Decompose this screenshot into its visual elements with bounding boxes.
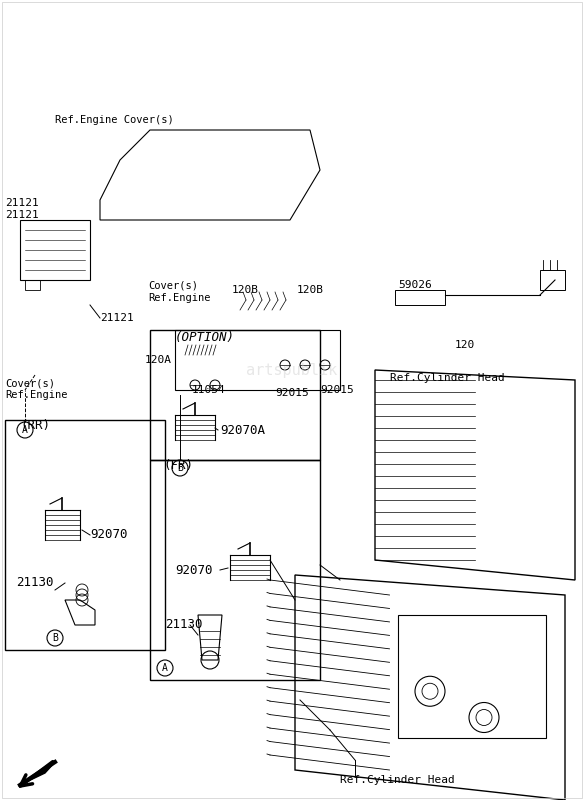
- Text: 92015: 92015: [320, 385, 354, 395]
- Text: Ref.Cylinder Head: Ref.Cylinder Head: [340, 775, 455, 785]
- Text: 120B: 120B: [297, 285, 324, 295]
- Text: (FR): (FR): [163, 458, 193, 471]
- Text: (RR): (RR): [20, 418, 50, 431]
- Text: Cover(s): Cover(s): [5, 378, 55, 388]
- Polygon shape: [20, 762, 55, 785]
- Text: 21130: 21130: [165, 618, 203, 631]
- Bar: [398, 615, 546, 738]
- Text: A: A: [162, 663, 168, 673]
- Text: 92070: 92070: [90, 529, 127, 542]
- Text: Ref.Cylinder Head: Ref.Cylinder Head: [390, 373, 505, 383]
- Text: 59026: 59026: [398, 280, 432, 290]
- Bar: [395, 290, 445, 305]
- Text: 11054: 11054: [192, 385, 226, 395]
- Text: Ref.Engine: Ref.Engine: [148, 293, 210, 303]
- Bar: [20, 220, 90, 280]
- Bar: [150, 330, 320, 460]
- Text: Cover(s): Cover(s): [148, 281, 198, 291]
- Text: 120A: 120A: [145, 355, 172, 365]
- Text: 120: 120: [455, 340, 475, 350]
- Text: Ref.Engine: Ref.Engine: [5, 390, 68, 400]
- Text: 92015: 92015: [275, 388, 309, 398]
- Bar: [540, 270, 565, 290]
- Text: 92070A: 92070A: [220, 423, 265, 437]
- Bar: [25, 280, 40, 290]
- Text: (OPTION): (OPTION): [175, 331, 235, 345]
- Text: B: B: [52, 633, 58, 643]
- Text: Ref.Engine Cover(s): Ref.Engine Cover(s): [55, 115, 174, 125]
- Text: 120B: 120B: [231, 285, 259, 295]
- Text: 21121: 21121: [5, 198, 39, 208]
- Text: 21130: 21130: [16, 577, 54, 590]
- Bar: [5, 420, 165, 650]
- Text: 21121: 21121: [100, 313, 134, 323]
- Bar: [150, 460, 320, 680]
- Text: 21121: 21121: [5, 210, 39, 220]
- Text: artspublik: artspublik: [246, 362, 338, 378]
- Text: 92070: 92070: [175, 563, 213, 577]
- Text: A: A: [22, 425, 28, 435]
- Text: B: B: [177, 463, 183, 473]
